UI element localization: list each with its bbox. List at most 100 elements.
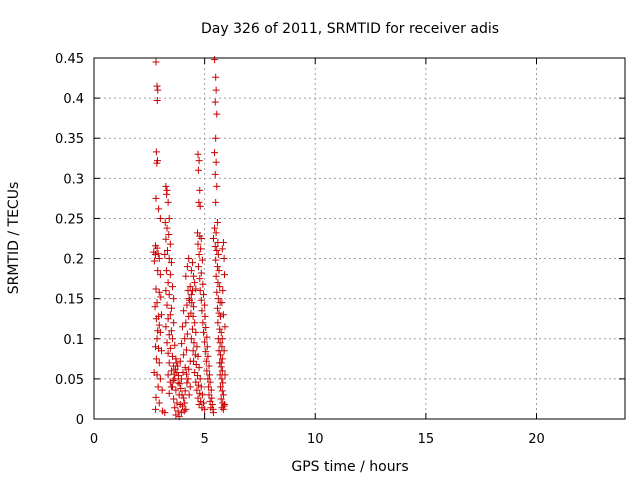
x-tick-label: 10 <box>307 432 324 447</box>
data-point <box>211 149 219 157</box>
data-point <box>201 312 209 320</box>
data-point <box>221 401 229 409</box>
y-tick-label: 0.35 <box>55 132 84 147</box>
data-point <box>170 295 178 303</box>
data-point <box>218 245 226 253</box>
data-point <box>203 367 211 375</box>
data-point <box>217 359 225 367</box>
data-point <box>188 287 196 295</box>
data-point <box>202 324 210 332</box>
data-point <box>162 287 170 295</box>
data-point <box>167 383 175 391</box>
grid-lines <box>94 58 625 419</box>
data-point <box>153 244 161 252</box>
data-point <box>174 379 182 387</box>
data-point <box>155 205 163 213</box>
data-point <box>156 271 164 279</box>
data-point <box>178 391 186 399</box>
data-point <box>195 251 203 259</box>
data-point <box>186 283 194 291</box>
data-point <box>208 394 216 402</box>
data-point <box>161 409 169 417</box>
x-tick-label: 20 <box>528 432 545 447</box>
data-point <box>181 387 189 395</box>
data-point <box>183 379 191 387</box>
x-axis-label: GPS time / hours <box>291 459 408 475</box>
data-point <box>179 323 186 331</box>
data-point <box>167 259 175 267</box>
data-point <box>156 328 164 336</box>
data-point <box>165 255 173 263</box>
data-point <box>191 279 199 287</box>
data-point <box>203 333 211 341</box>
data-point <box>185 255 193 263</box>
data-point <box>162 182 170 190</box>
data-point <box>170 319 178 327</box>
data-point <box>191 319 199 327</box>
data-point <box>190 272 198 280</box>
data-point <box>218 387 226 395</box>
data-point <box>200 291 208 299</box>
data-point <box>180 394 188 402</box>
x-tick-label: 0 <box>90 432 98 447</box>
data-point <box>188 325 196 333</box>
data-point <box>219 405 227 413</box>
data-point <box>171 341 179 349</box>
data-point <box>194 381 202 389</box>
y-tick-label: 0 <box>76 413 84 428</box>
data-point <box>219 239 227 247</box>
data-point <box>187 267 195 275</box>
data-point <box>205 362 213 370</box>
data-point <box>150 257 158 265</box>
data-point <box>155 255 163 263</box>
data-point <box>201 301 209 309</box>
data-point <box>163 339 171 347</box>
data-point <box>214 251 222 259</box>
data-point <box>163 301 171 309</box>
data-point <box>187 335 195 343</box>
y-tick-label: 0.3 <box>63 172 84 187</box>
data-point <box>197 235 205 242</box>
data-point <box>213 182 221 190</box>
data-point <box>189 347 197 355</box>
data-point <box>214 319 222 327</box>
data-point <box>165 389 173 397</box>
data-point <box>209 409 217 417</box>
data-point <box>182 346 190 354</box>
data-point <box>171 404 179 412</box>
y-tick-label: 0.1 <box>63 333 84 348</box>
data-point <box>152 148 160 156</box>
data-point <box>154 383 162 391</box>
data-point <box>185 391 193 399</box>
data-point <box>219 391 227 399</box>
data-point <box>196 186 204 194</box>
data-point <box>212 158 220 166</box>
data-point <box>166 311 174 319</box>
data-point <box>212 73 220 81</box>
data-point <box>177 375 185 383</box>
data-point <box>218 343 226 351</box>
data-point <box>172 386 180 394</box>
data-point <box>218 367 226 375</box>
data-point <box>219 379 227 387</box>
data-point <box>212 229 220 237</box>
data-point <box>169 376 177 384</box>
data-point <box>195 157 203 165</box>
data-point <box>217 312 225 320</box>
data-point <box>215 309 223 317</box>
data-point <box>200 328 208 336</box>
data-point <box>194 263 202 271</box>
data-point <box>176 357 184 365</box>
data-point <box>157 347 165 355</box>
data-point <box>213 304 221 312</box>
data-point <box>198 307 206 315</box>
data-point <box>155 288 163 296</box>
data-point <box>194 150 202 158</box>
data-point <box>197 296 205 304</box>
data-point <box>179 368 187 376</box>
data-point <box>195 401 203 409</box>
data-point <box>179 402 186 410</box>
data-point <box>211 56 219 64</box>
data-point <box>155 399 163 407</box>
